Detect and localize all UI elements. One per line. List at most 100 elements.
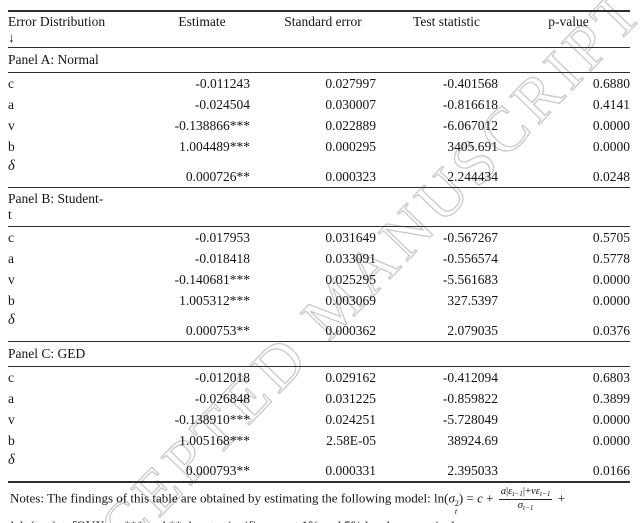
param-label: δ <box>8 312 15 328</box>
table-row: b 1.005312*** 0.003069 327.5397 0.0000 <box>8 290 630 311</box>
panel-header-row: Panel B: Student-t <box>8 187 630 227</box>
formula-superscript: 2 <box>454 498 459 508</box>
formula-symbol: b <box>10 518 17 523</box>
notes-text: . *** and ** denote significance at 1% a… <box>118 518 464 523</box>
p-value-cell: 0.3899 <box>592 390 630 406</box>
p-value-cell: 0.5778 <box>592 250 630 266</box>
param-label: v <box>8 411 15 427</box>
column-header-test-statistic: Test statistic <box>376 10 498 48</box>
p-value-cell: 0.0248 <box>498 157 630 188</box>
param-label: v <box>8 271 15 287</box>
column-header-standard-error: Standard error <box>250 10 376 48</box>
std-error-cell: 0.029162 <box>325 369 376 385</box>
estimate-cell: -0.138910*** <box>174 411 250 427</box>
param-cell: c <box>8 367 146 389</box>
estimate-cell: 1.005168*** <box>179 432 250 448</box>
panel-label: Panel C: GED <box>8 341 630 367</box>
column-header-error-distribution: Error Distribution ↓ <box>8 10 146 48</box>
table-row: a -0.026848 0.031225 -0.859822 0.3899 <box>8 388 630 409</box>
formula-subscript: t−1 <box>522 503 534 512</box>
notes-text: OVX <box>77 518 105 523</box>
fraction-denominator: σt−1 <box>499 500 553 513</box>
table-row: b 1.004489*** 0.000295 3405.691 0.0000 <box>8 136 630 157</box>
test-stat-cell: -6.067012 <box>442 117 498 133</box>
param-label: a <box>8 250 14 266</box>
std-error-cell: 0.033091 <box>325 250 376 266</box>
table-row: δ 0.000793** 0.000331 2.395033 0.0166 <box>8 451 630 483</box>
test-stat-cell: 3405.691 <box>447 138 498 154</box>
p-value-cell: 0.0000 <box>592 117 630 133</box>
table-row: δ 0.000753** 0.000362 2.079035 0.0376 <box>8 311 630 342</box>
formula-subscript: t <box>454 507 458 517</box>
param-label: c <box>8 369 14 385</box>
formula-symbol: c <box>477 490 483 506</box>
p-value-cell: 0.0000 <box>592 292 630 308</box>
param-cell: δ <box>8 157 146 188</box>
p-value-cell: 0.6803 <box>592 369 630 385</box>
formula-fraction: a|εt−1|+vεt−1 σt−1 <box>498 486 553 513</box>
estimate-cell: 0.000793** <box>146 451 250 483</box>
formula-subscript: t−1 <box>539 490 551 499</box>
panel-label: Panel A: Normal <box>8 47 630 73</box>
estimate-cell: -0.024504 <box>194 96 250 112</box>
std-error-cell: 0.031649 <box>325 229 376 245</box>
std-error-cell: 0.027997 <box>325 75 376 91</box>
table-row: v -0.140681*** 0.025295 -5.561683 0.0000 <box>8 269 630 290</box>
param-cell: a <box>8 248 146 269</box>
test-stat-cell: 38924.69 <box>447 432 498 448</box>
estimate-cell: -0.012018 <box>194 369 250 385</box>
p-value-cell: 0.0000 <box>592 432 630 448</box>
notes-text: Notes: The findings of this table are ob… <box>10 490 449 506</box>
param-cell: c <box>8 73 146 95</box>
notes-text: ln( <box>17 518 34 523</box>
test-stat-cell: -5.561683 <box>442 271 498 287</box>
estimate-cell: 0.000726** <box>146 157 250 188</box>
notes-text: |+ <box>522 486 532 497</box>
std-error-cell: 0.024251 <box>325 411 376 427</box>
table-row: c -0.012018 0.029162 -0.412094 0.6803 <box>8 367 630 389</box>
fraction-numerator: a|εt−1|+vεt−1 <box>498 486 553 500</box>
test-stat-cell: -0.412094 <box>442 369 498 385</box>
test-stat-cell: -0.567267 <box>442 229 498 245</box>
notes-text: + <box>554 490 566 506</box>
test-stat-cell: -5.728049 <box>442 411 498 427</box>
notes-text: ) + <box>52 518 70 523</box>
test-stat-cell: -0.401568 <box>442 75 498 91</box>
column-header-p-value: p-value <box>498 10 630 48</box>
param-cell: v <box>8 269 146 290</box>
estimate-cell: -0.140681*** <box>174 271 250 287</box>
panel-header-row: Panel A: Normal <box>8 47 630 73</box>
formula-subscript: t−1 <box>512 490 523 499</box>
table-row: c -0.017953 0.031649 -0.567267 0.5705 <box>8 227 630 249</box>
p-value-cell: 0.0000 <box>592 411 630 427</box>
table-notes: Notes: The findings of this table are ob… <box>10 486 630 523</box>
param-label: b <box>8 432 15 448</box>
notes-text: | <box>506 486 509 497</box>
param-label: δ <box>8 452 15 468</box>
std-error-cell: 2.58E-05 <box>326 432 376 448</box>
estimate-cell: -0.017953 <box>194 229 250 245</box>
test-stat-cell: 327.5397 <box>447 292 498 308</box>
test-stat-cell: 2.244434 <box>376 157 498 188</box>
param-label: a <box>8 96 14 112</box>
p-value-cell: 0.4141 <box>592 96 630 112</box>
test-stat-cell: 2.079035 <box>376 311 498 342</box>
param-label: a <box>8 390 14 406</box>
table-row: v -0.138866*** 0.022889 -6.067012 0.0000 <box>8 115 630 136</box>
param-cell: c <box>8 227 146 249</box>
estimate-cell: 1.004489*** <box>179 138 250 154</box>
formula-symbol: σ <box>517 499 523 511</box>
error-distribution-results-table: Error Distribution ↓ Estimate Standard er… <box>8 10 630 483</box>
panel-label: Panel B: Student-t <box>8 187 630 227</box>
param-label: δ <box>8 158 15 174</box>
table-row: c -0.011243 0.027997 -0.401568 0.6880 <box>8 73 630 95</box>
std-error-cell: 0.000323 <box>250 157 376 188</box>
table-row: b 1.005168*** 2.58E-05 38924.69 0.0000 <box>8 430 630 451</box>
p-value-cell: 0.6880 <box>592 75 630 91</box>
param-cell: a <box>8 388 146 409</box>
formula-symbol: σ <box>448 490 455 506</box>
param-cell: δ <box>8 311 146 342</box>
test-stat-cell: -0.816618 <box>442 96 498 112</box>
notes-text: ) = <box>458 490 478 506</box>
